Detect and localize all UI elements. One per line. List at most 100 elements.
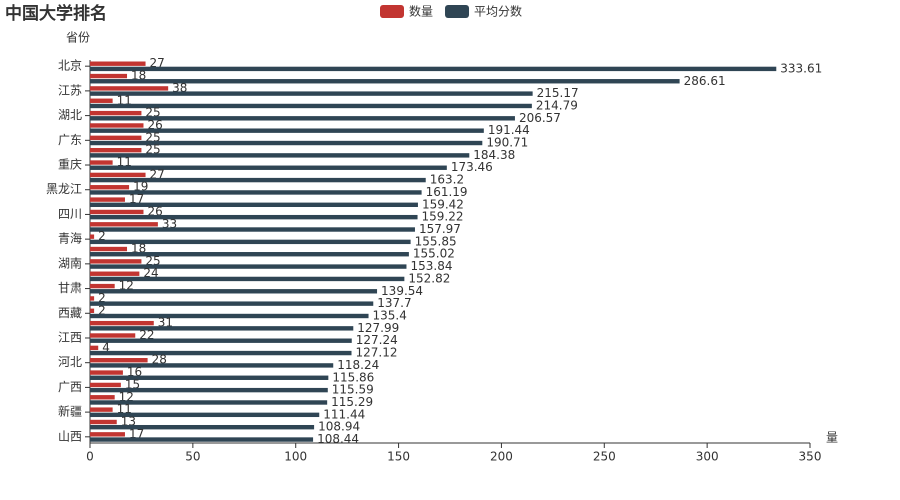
bar bbox=[90, 197, 125, 202]
x-tick-label: 50 bbox=[185, 450, 200, 464]
legend-swatch bbox=[380, 5, 404, 18]
x-tick-label: 250 bbox=[593, 450, 616, 464]
value-label: 159.22 bbox=[422, 210, 464, 224]
bar bbox=[90, 234, 95, 239]
value-label: 118.24 bbox=[337, 358, 379, 372]
value-label: 159.42 bbox=[422, 197, 464, 211]
bar bbox=[90, 73, 128, 79]
y-tick-label: 四川 bbox=[58, 207, 82, 221]
bar bbox=[90, 259, 142, 264]
bar bbox=[90, 283, 115, 289]
bar bbox=[90, 103, 532, 109]
bar bbox=[90, 172, 146, 178]
value-label: 115.86 bbox=[332, 370, 374, 384]
bar bbox=[90, 419, 117, 425]
y-tick-label: 西藏 bbox=[58, 306, 82, 320]
bar bbox=[90, 437, 314, 442]
value-label: 215.17 bbox=[537, 86, 579, 100]
y-tick-label: 青海 bbox=[58, 231, 82, 246]
bar bbox=[90, 326, 354, 331]
chart-title: 中国大学排名 bbox=[5, 3, 107, 24]
bar bbox=[90, 301, 374, 306]
legend-label: 数量 bbox=[409, 4, 433, 19]
value-label: 206.57 bbox=[519, 111, 561, 125]
x-tick-label: 200 bbox=[490, 450, 513, 464]
bar bbox=[90, 123, 144, 128]
value-label: 127.99 bbox=[357, 321, 399, 335]
bar bbox=[90, 91, 533, 96]
value-label: 2 bbox=[98, 229, 106, 243]
value-label: 2 bbox=[98, 303, 106, 317]
bar bbox=[90, 400, 328, 405]
value-label: 333.61 bbox=[780, 61, 822, 75]
y-tick-label: 黑龙江 bbox=[46, 182, 82, 196]
bar bbox=[90, 333, 136, 338]
value-label: 108.94 bbox=[318, 420, 360, 434]
bar bbox=[90, 363, 334, 368]
bar bbox=[90, 252, 409, 257]
x-tick-label: 0 bbox=[86, 450, 94, 464]
bar bbox=[90, 79, 680, 84]
x-tick-label: 300 bbox=[696, 450, 719, 464]
legend-swatch bbox=[445, 5, 470, 18]
x-tick-label: 150 bbox=[387, 450, 410, 464]
value-label: 127.24 bbox=[356, 333, 398, 347]
bar bbox=[90, 387, 328, 393]
y-tick-label: 重庆 bbox=[58, 158, 82, 172]
value-label: 26 bbox=[147, 118, 162, 132]
bar bbox=[90, 407, 113, 412]
y-tick-label: 北京 bbox=[58, 59, 82, 73]
legend-label: 平均分数 bbox=[474, 4, 522, 19]
bar bbox=[90, 296, 95, 301]
value-label: 163.2 bbox=[430, 173, 464, 187]
value-label: 108.44 bbox=[317, 432, 359, 446]
y-tick-label: 湖南 bbox=[58, 255, 82, 270]
bar bbox=[90, 370, 123, 375]
value-label: 135.4 bbox=[373, 308, 407, 322]
y-tick-label: 新疆 bbox=[58, 404, 82, 419]
bar bbox=[90, 214, 418, 220]
value-label: 111.44 bbox=[323, 407, 365, 421]
bar bbox=[90, 338, 352, 343]
bar bbox=[90, 190, 422, 195]
bar bbox=[90, 320, 154, 326]
bar bbox=[90, 153, 470, 158]
bar bbox=[90, 66, 777, 72]
y-tick-label: 广东 bbox=[58, 133, 82, 147]
bar bbox=[90, 202, 418, 208]
bar bbox=[90, 160, 113, 165]
bar bbox=[90, 110, 142, 116]
value-label: 127.12 bbox=[356, 346, 398, 360]
bar bbox=[90, 424, 315, 430]
value-label: 155.85 bbox=[415, 234, 457, 248]
bar bbox=[90, 345, 99, 351]
bar bbox=[90, 350, 352, 356]
value-label: 157.97 bbox=[419, 222, 461, 236]
bar bbox=[90, 116, 515, 121]
bar bbox=[90, 375, 329, 380]
bar bbox=[90, 313, 369, 319]
value-label: 161.19 bbox=[426, 185, 468, 199]
value-label: 2 bbox=[98, 291, 106, 305]
bar bbox=[90, 140, 483, 146]
value-label: 139.54 bbox=[381, 284, 423, 298]
bar bbox=[90, 276, 405, 282]
y-tick-label: 河北 bbox=[58, 355, 82, 369]
value-label: 153.84 bbox=[410, 259, 452, 273]
bar bbox=[90, 135, 142, 141]
y-tick-label: 湖北 bbox=[58, 107, 82, 122]
bar bbox=[90, 432, 125, 437]
bar bbox=[90, 271, 140, 276]
value-label: 115.29 bbox=[331, 395, 373, 409]
bar bbox=[90, 147, 142, 153]
bar bbox=[90, 412, 320, 418]
bar bbox=[90, 86, 169, 91]
y-axis-title: 省份 bbox=[66, 31, 90, 45]
bar bbox=[90, 227, 415, 232]
value-label: 137.7 bbox=[377, 296, 411, 310]
x-tick-label: 350 bbox=[799, 450, 822, 464]
bar bbox=[90, 185, 130, 190]
bar bbox=[90, 308, 95, 313]
value-label: 191.44 bbox=[488, 123, 530, 137]
